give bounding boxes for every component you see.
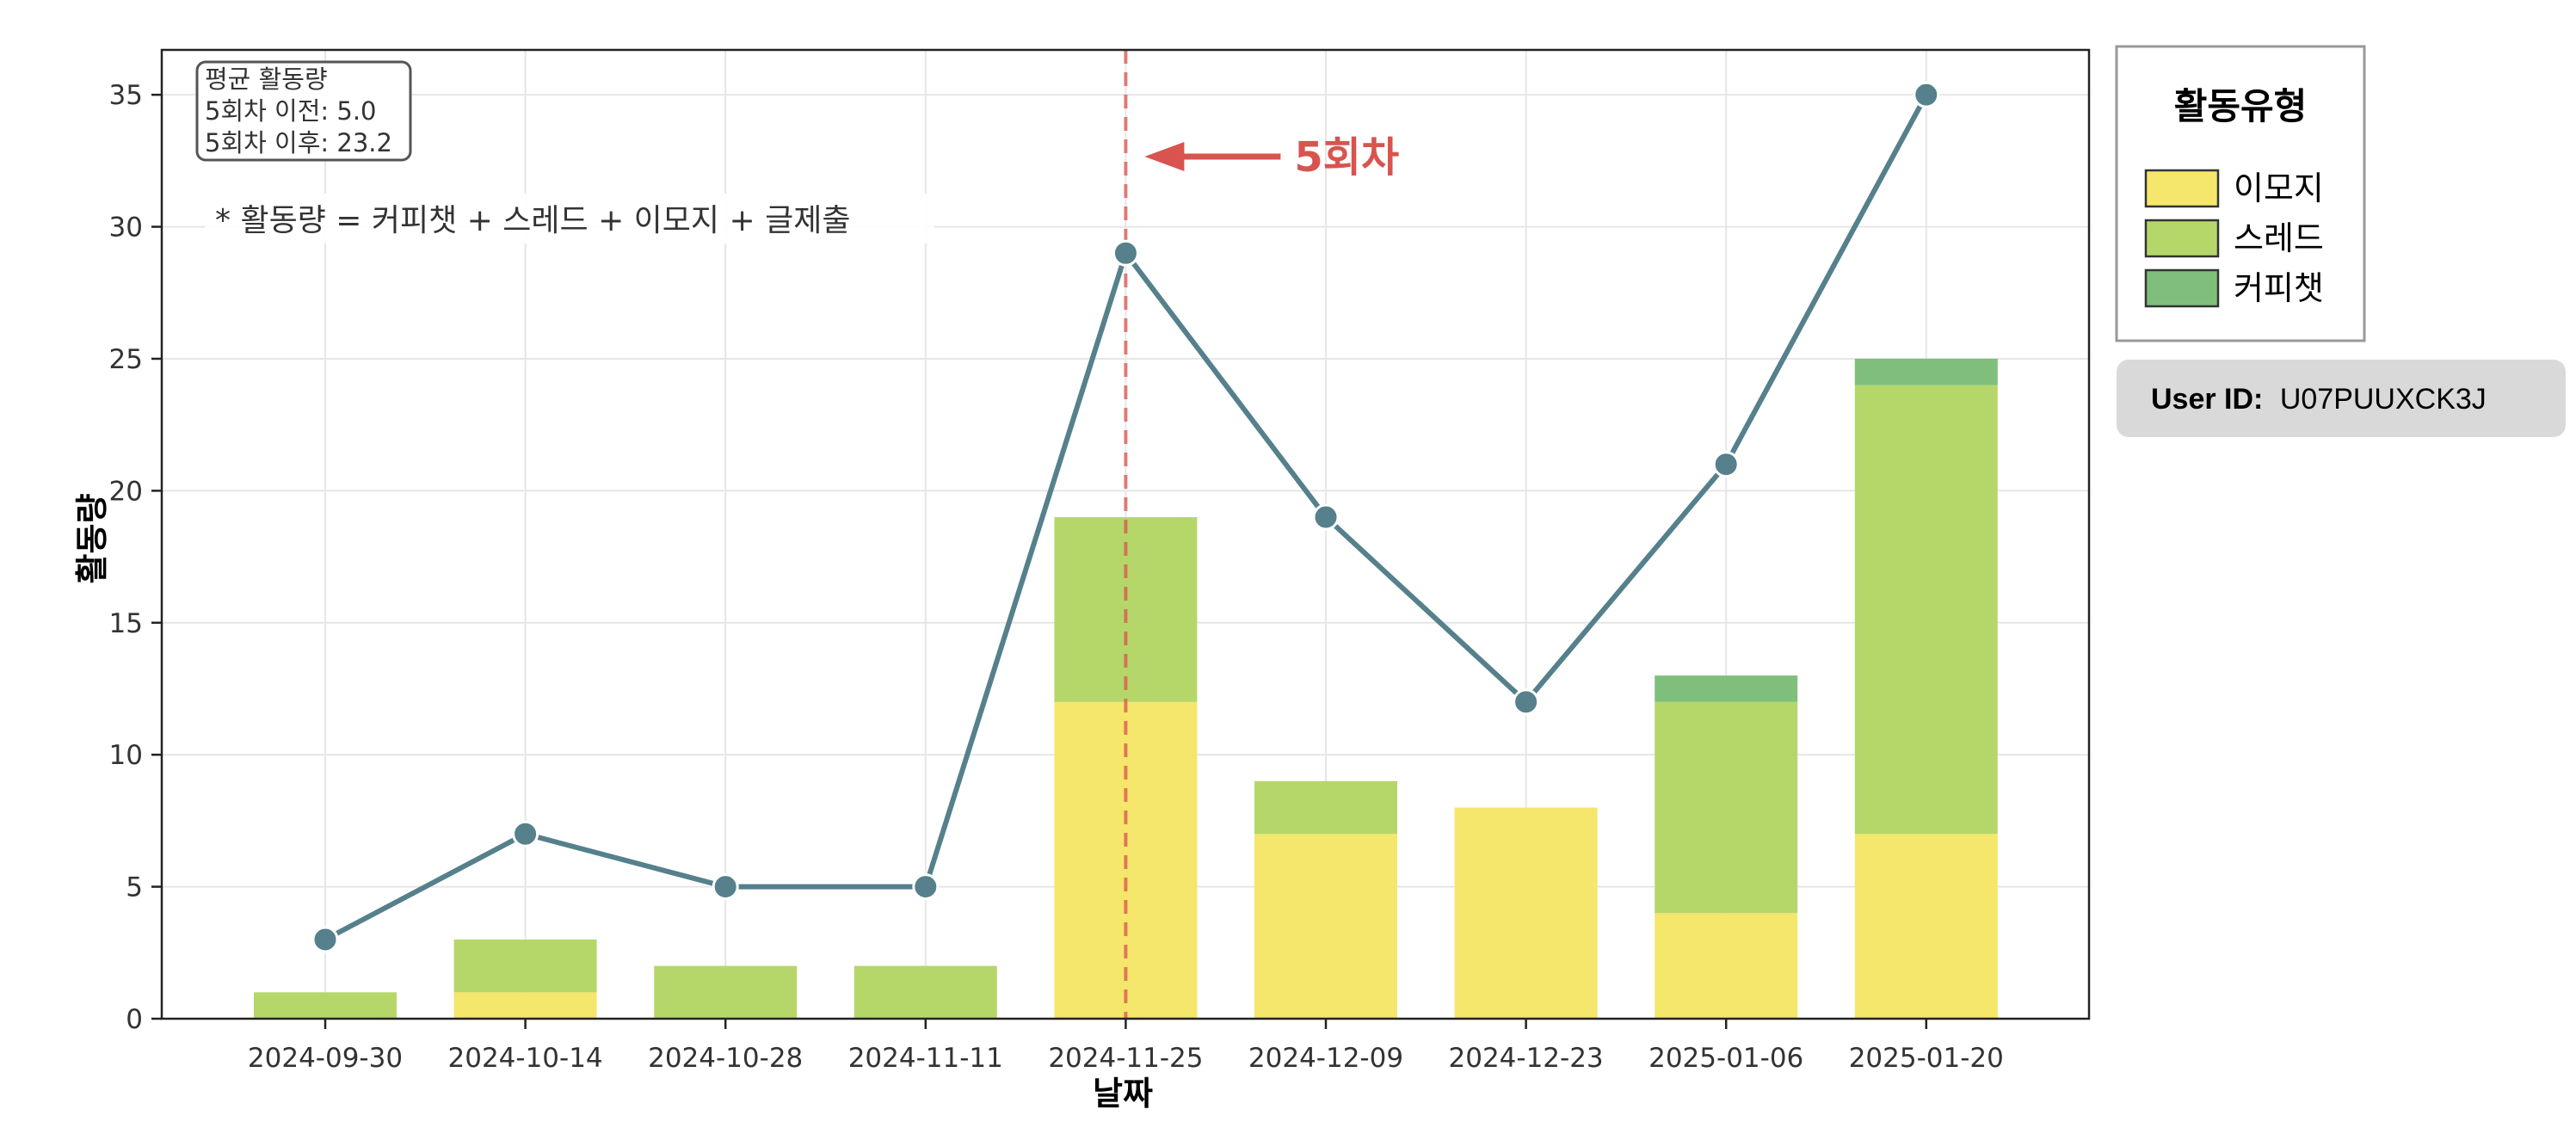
x-tick-label: 2024-10-14 bbox=[448, 1043, 603, 1074]
user-id-label: User ID: bbox=[2151, 383, 2263, 416]
user-id-text: User ID: U07PUUXCK3J bbox=[2151, 383, 2487, 416]
x-tick-label: 2024-09-30 bbox=[248, 1043, 403, 1074]
bar-segment-2025-01-20-스레드 bbox=[1854, 385, 1998, 835]
user-id-value: U07PUUXCK3J bbox=[2280, 383, 2487, 416]
bar-segment-2025-01-20-이모지 bbox=[1854, 834, 1998, 1019]
session-marker: 5회차 bbox=[1124, 50, 1399, 1019]
bar-segment-2025-01-06-커피챗 bbox=[1655, 675, 1798, 702]
bar-segment-2024-12-23-이모지 bbox=[1454, 807, 1598, 1019]
legend-swatch-이모지 bbox=[2144, 169, 2220, 208]
activity-point-2024-12-23 bbox=[1513, 688, 1540, 716]
legend-label-스레드: 스레드 bbox=[2234, 219, 2324, 257]
x-axis-label: 날짜 bbox=[1093, 1075, 1153, 1112]
x-tick-label: 2024-12-23 bbox=[1449, 1043, 1604, 1074]
bar-segment-2024-11-11-스레드 bbox=[854, 965, 997, 1019]
y-tick-label: 35 bbox=[109, 80, 143, 111]
bar-segment-2025-01-20-커피챗 bbox=[1854, 358, 1998, 385]
x-tick-label: 2025-01-20 bbox=[1849, 1043, 2004, 1074]
legend-title: 활동유형 bbox=[2174, 85, 2308, 127]
legend-label-이모지: 이모지 bbox=[2234, 169, 2324, 207]
activity-point-2024-10-14 bbox=[512, 820, 539, 847]
x-tick-label: 2024-12-09 bbox=[1248, 1043, 1403, 1074]
user-id-badge: User ID: U07PUUXCK3J bbox=[2117, 360, 2566, 437]
session-marker-label: 5회차 bbox=[1294, 133, 1399, 182]
formula-note-text: * 활동량 = 커피챗 + 스레드 + 이모지 + 글제출 bbox=[215, 203, 850, 238]
y-tick-label: 25 bbox=[109, 344, 143, 375]
stats-title: 평균 활동량 bbox=[205, 65, 328, 94]
x-tick-label: 2024-11-11 bbox=[848, 1043, 1003, 1074]
x-tick-label: 2024-10-28 bbox=[648, 1043, 803, 1074]
formula-note-background bbox=[205, 194, 934, 243]
activity-point-2025-01-20 bbox=[1913, 81, 1940, 108]
activity-line bbox=[311, 81, 1940, 953]
legend-swatch-커피챗 bbox=[2144, 268, 2220, 308]
activity-point-2024-10-28 bbox=[712, 873, 739, 901]
bar-segment-2024-09-30-스레드 bbox=[254, 992, 397, 1019]
bar-segment-2024-10-14-스레드 bbox=[453, 939, 597, 993]
activity-point-2025-01-06 bbox=[1712, 451, 1740, 478]
user-id-badge-background bbox=[2117, 360, 2566, 437]
legend-label-커피챗: 커피챗 bbox=[2234, 269, 2324, 307]
y-tick-label: 30 bbox=[109, 213, 143, 243]
stats-box: 평균 활동량 5회차 이전: 5.0 5회차 이후: 23.2 bbox=[195, 60, 412, 162]
bar-segment-2024-12-09-스레드 bbox=[1254, 780, 1397, 835]
stats-before: 5회차 이전: 5.0 bbox=[205, 96, 377, 126]
stats-box-frame bbox=[195, 60, 412, 162]
bar-segment-2025-01-06-이모지 bbox=[1655, 913, 1798, 1019]
bar-segment-2024-10-14-이모지 bbox=[453, 992, 597, 1019]
stacked-bars bbox=[254, 358, 1998, 1019]
activity-point-2024-11-25 bbox=[1112, 239, 1139, 267]
activity-point-2024-12-09 bbox=[1312, 503, 1340, 531]
activity-point-2024-09-30 bbox=[311, 926, 339, 953]
formula-note: * 활동량 = 커피챗 + 스레드 + 이모지 + 글제출 bbox=[205, 194, 934, 243]
axes: 0 5 10 15 20 25 30 35 2024-09-30 2024-10-14 2024-1… bbox=[109, 80, 2004, 1074]
y-tick-label: 0 bbox=[126, 1004, 143, 1035]
bar-segment-2024-12-09-이모지 bbox=[1254, 834, 1397, 1019]
x-tick-label: 2025-01-06 bbox=[1649, 1043, 1803, 1074]
activity-point-2024-11-11 bbox=[912, 873, 940, 901]
stats-after: 5회차 이후: 23.2 bbox=[205, 128, 392, 157]
x-tick-label: 2024-11-25 bbox=[1048, 1043, 1203, 1074]
y-tick-label: 20 bbox=[109, 476, 143, 507]
session-marker-arrow-head bbox=[1144, 142, 1185, 171]
bar-segment-2024-10-28-스레드 bbox=[654, 965, 798, 1019]
bar-segment-2025-01-06-스레드 bbox=[1655, 701, 1798, 914]
y-axis-label: 활동량 bbox=[73, 494, 111, 584]
y-tick-label: 10 bbox=[109, 740, 143, 771]
legend-swatch-스레드 bbox=[2144, 219, 2220, 258]
y-tick-label: 5 bbox=[126, 872, 143, 903]
y-tick-label: 15 bbox=[109, 608, 143, 639]
